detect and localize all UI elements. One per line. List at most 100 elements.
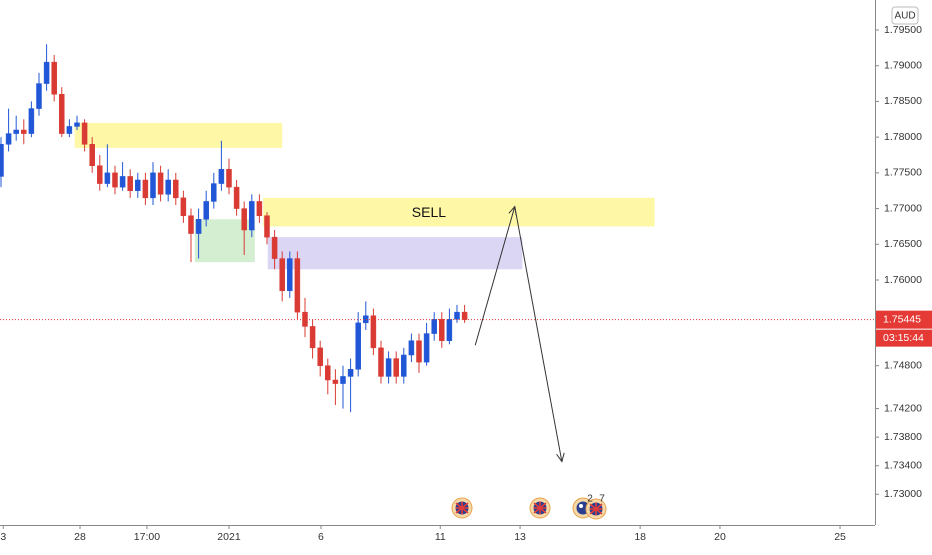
arrow-head xyxy=(556,452,565,463)
candle-body xyxy=(287,258,293,291)
y-tick-label: 1.74800 xyxy=(884,359,922,371)
candle-body xyxy=(119,176,126,188)
flag-star xyxy=(579,504,583,508)
candle-body xyxy=(378,347,384,377)
candle-body xyxy=(74,122,80,127)
flag-cross xyxy=(589,502,603,516)
zone xyxy=(74,122,283,148)
event-count: 2 xyxy=(587,494,593,505)
candle-body xyxy=(112,172,118,188)
candle-body xyxy=(385,358,392,377)
candle-body xyxy=(431,319,437,334)
candle-body xyxy=(157,172,164,195)
x-tick-label: 3 xyxy=(0,531,6,543)
x-tick-label: 20 xyxy=(714,531,726,543)
zones: SELL xyxy=(74,122,655,270)
candle-body xyxy=(150,172,156,199)
candle-body xyxy=(279,258,285,291)
candle-body xyxy=(461,311,468,320)
candle-body xyxy=(370,315,377,349)
candle-body xyxy=(127,176,133,191)
candle-body xyxy=(446,319,453,341)
axes: 1.79500 1.79000 1.78500 1.78000 1.77500 1.770… xyxy=(0,24,932,543)
countdown-box xyxy=(876,329,932,347)
y-tick-label: 1.73400 xyxy=(884,459,922,471)
candle-body xyxy=(195,219,202,234)
candle-body xyxy=(59,94,65,134)
candle-body xyxy=(28,108,35,134)
candle-body xyxy=(401,354,407,377)
event-icons: 2 7 xyxy=(451,494,607,520)
candles xyxy=(0,44,468,413)
candle-body xyxy=(302,311,308,327)
candle-body xyxy=(340,376,346,384)
candle-body xyxy=(165,179,171,195)
zone xyxy=(267,237,523,270)
candle-body xyxy=(66,126,73,134)
y-tick-label: 1.73800 xyxy=(884,431,922,443)
candle-body xyxy=(423,333,430,363)
candle-body xyxy=(355,322,361,370)
candle-body xyxy=(142,179,149,199)
candle-body xyxy=(256,201,263,216)
arrow-head xyxy=(508,205,517,216)
y-tick-label: 1.78500 xyxy=(884,95,922,107)
currency-box[interactable] xyxy=(891,6,919,25)
x-tick-label: 11 xyxy=(435,531,446,543)
candle-body xyxy=(5,133,12,145)
candle-body xyxy=(309,326,316,349)
candle-body xyxy=(271,236,278,259)
y-tick-label: 1.78000 xyxy=(884,131,922,143)
candle-body xyxy=(317,347,323,366)
candle-body xyxy=(347,369,354,377)
candle-body xyxy=(21,129,27,134)
y-tick-label: 1.74200 xyxy=(884,402,922,414)
candle-body xyxy=(363,315,369,324)
y-tick-label: 1.79500 xyxy=(884,24,922,36)
y-tick-label: 1.77000 xyxy=(884,202,922,214)
flag-cross xyxy=(533,501,547,515)
candle-body xyxy=(0,144,4,177)
candle-body xyxy=(249,201,255,231)
y-tick-label: 1.79000 xyxy=(884,59,922,71)
y-tick-label: 1.76000 xyxy=(884,274,922,286)
zone xyxy=(263,197,655,227)
candle-body xyxy=(188,215,194,234)
candle-body xyxy=(13,129,19,134)
candle-body xyxy=(36,83,42,109)
candle-body xyxy=(43,61,50,84)
candle-body xyxy=(454,311,460,320)
candle-body xyxy=(408,340,415,356)
annotations xyxy=(0,205,875,463)
y-tick-label: 1.76500 xyxy=(884,238,922,250)
candle-body xyxy=(218,169,225,184)
candle-body xyxy=(393,358,399,377)
candle-body xyxy=(51,61,57,95)
candle-body xyxy=(241,208,247,231)
candle-body xyxy=(233,186,240,209)
event-count: 7 xyxy=(599,494,605,505)
last-price-box xyxy=(876,310,932,329)
candle-body xyxy=(325,365,331,381)
currency-label: AUD xyxy=(894,11,915,22)
candle-body xyxy=(203,201,209,220)
y-tick-label: 1.77500 xyxy=(884,167,922,179)
candle-body xyxy=(211,183,217,202)
candle-body xyxy=(89,144,95,166)
candle-body xyxy=(294,258,301,313)
flag-cross xyxy=(455,501,469,515)
candle-body xyxy=(173,179,179,199)
candle-body xyxy=(135,179,141,191)
candle-body xyxy=(264,215,270,238)
x-tick-label: 25 xyxy=(834,531,846,543)
x-tick-label: 17:00 xyxy=(134,531,160,543)
candle-body xyxy=(226,169,232,188)
candle-body xyxy=(81,122,88,145)
zone-label: SELL xyxy=(412,204,446,220)
candle-body xyxy=(416,340,422,363)
countdown-label: 03:15:44 xyxy=(883,332,924,344)
y-tick-label: 1.73000 xyxy=(884,488,922,500)
